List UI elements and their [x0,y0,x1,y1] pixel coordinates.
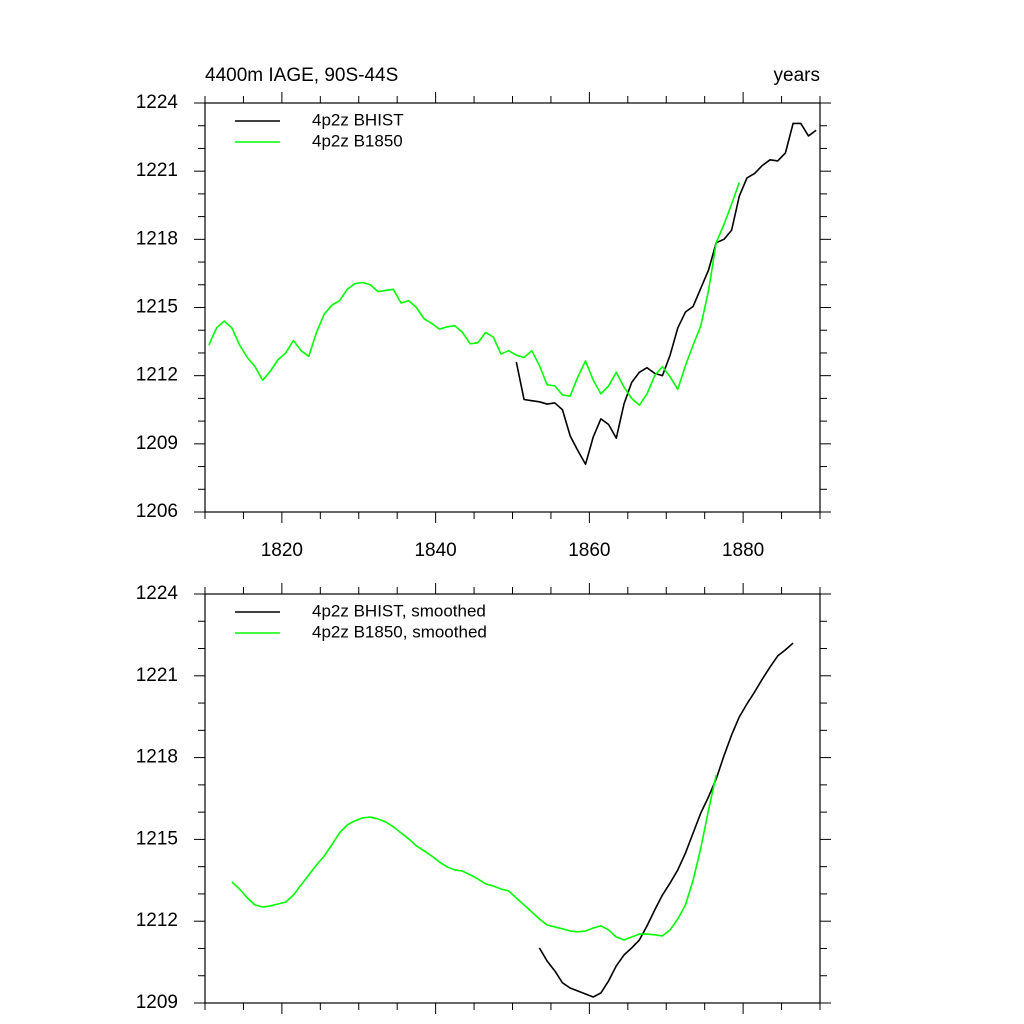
legend-label: 4p2z B1850, smoothed [312,622,487,641]
y-tick-label: 1215 [136,828,178,849]
series-line [208,182,741,407]
y-tick-label: 1218 [136,747,178,768]
chart-title-right: years [774,65,820,86]
y-tick-label: 1221 [136,665,178,686]
x-tick-label: 1820 [261,540,303,561]
y-tick-label: 1212 [136,365,178,386]
x-tick-label: 1880 [722,540,764,561]
plot-frame [204,593,821,1004]
y-tick-label: 1212 [136,910,178,931]
legend-label: 4p2z BHIST [312,110,404,129]
y-tick-label: 1215 [136,297,178,318]
y-tick-label: 1221 [136,160,178,181]
y-tick-label: 1218 [136,228,178,249]
y-tick-label: 1206 [136,501,178,522]
chart-title: 4400m IAGE, 90S-44S [205,65,398,86]
series-line [515,122,817,466]
x-tick-label: 1840 [414,540,456,561]
y-tick-label: 1209 [136,992,178,1013]
legend-label: 4p2z B1850 [312,131,403,150]
legend-label: 4p2z BHIST, smoothed [312,601,486,620]
y-tick-label: 1224 [136,92,179,113]
y-tick-label: 1224 [136,583,179,604]
y-tick-label: 1209 [136,433,178,454]
series-line [231,774,718,941]
plot-frame [204,102,821,513]
series-line [538,642,794,998]
x-tick-label: 1860 [568,540,610,561]
